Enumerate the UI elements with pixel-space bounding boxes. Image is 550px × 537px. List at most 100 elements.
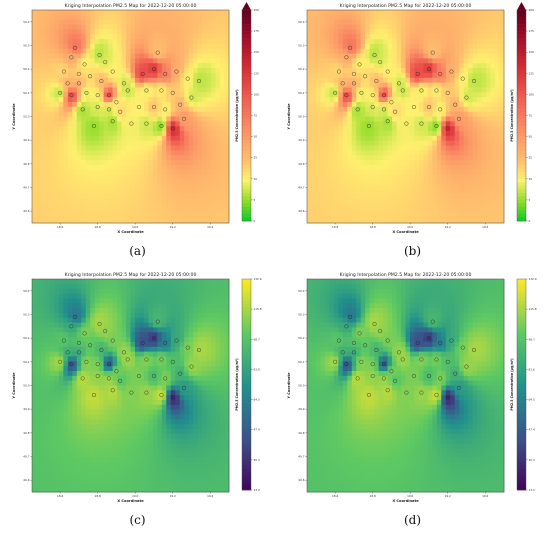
heatmap-cell xyxy=(49,218,55,224)
heatmap-cell xyxy=(112,169,118,175)
heatmap-cell xyxy=(463,116,469,122)
heatmap-cell xyxy=(184,24,190,30)
heatmap-cell xyxy=(418,101,424,108)
heatmap-cell xyxy=(49,34,55,40)
heatmap-cell xyxy=(396,39,402,45)
heatmap-cell xyxy=(117,68,122,74)
heatmap-cell xyxy=(202,150,208,156)
heatmap-cell xyxy=(211,131,216,137)
heatmap-cell xyxy=(85,375,91,382)
heatmap-cell xyxy=(378,160,384,166)
heatmap-cell xyxy=(481,68,487,74)
heatmap-cell xyxy=(72,424,78,430)
heatmap-cell xyxy=(356,48,362,54)
heatmap-cell xyxy=(215,53,221,59)
heatmap-cell xyxy=(126,63,131,69)
heatmap-cell xyxy=(351,164,357,171)
heatmap-cell xyxy=(166,97,172,103)
heatmap-cell xyxy=(152,135,158,142)
heatmap-cell xyxy=(99,164,105,171)
heatmap-cell xyxy=(486,14,491,21)
heatmap-cell xyxy=(320,58,326,64)
heatmap-cell xyxy=(477,72,483,79)
y-tick-label: 50.1 xyxy=(298,91,304,95)
heatmap-cell xyxy=(436,135,442,142)
heatmap-cell xyxy=(103,106,109,113)
heatmap-cell xyxy=(126,111,131,117)
heatmap-cell xyxy=(320,213,326,219)
heatmap-cell xyxy=(45,121,51,127)
heatmap-cell xyxy=(396,179,402,185)
heatmap-cell xyxy=(459,92,465,98)
heatmap-cell xyxy=(392,24,397,30)
heatmap-cell xyxy=(90,111,96,117)
heatmap-cell xyxy=(224,140,230,146)
heatmap-cell xyxy=(347,145,353,151)
heatmap-cell xyxy=(450,121,456,127)
heatmap-cell xyxy=(81,433,87,440)
heatmap-cell xyxy=(450,106,456,113)
heatmap-cell xyxy=(40,462,46,469)
heatmap-cell xyxy=(184,43,190,50)
heatmap-cell xyxy=(369,179,375,185)
heatmap-cell xyxy=(67,477,73,483)
y-tick-label: 50.1 xyxy=(23,91,29,95)
heatmap-cell xyxy=(324,213,330,219)
heatmap-cell xyxy=(360,155,366,161)
heatmap-cell xyxy=(333,193,339,200)
heatmap-cell xyxy=(396,53,402,59)
heatmap-cell xyxy=(211,160,216,166)
heatmap-cell xyxy=(40,72,46,79)
heatmap-cell xyxy=(387,198,393,205)
heatmap-cell xyxy=(477,34,483,40)
heatmap-cell xyxy=(76,409,82,415)
heatmap-cell xyxy=(188,14,194,21)
heatmap-cell xyxy=(152,63,158,69)
heatmap-cell xyxy=(396,48,402,54)
heatmap-cell xyxy=(320,145,326,151)
heatmap-cell xyxy=(130,48,136,54)
heatmap-cell xyxy=(351,48,357,54)
heatmap-cell xyxy=(423,68,429,74)
heatmap-cell xyxy=(157,193,163,200)
heatmap-cell xyxy=(143,203,149,209)
heatmap-cell xyxy=(347,150,353,156)
heatmap-cell xyxy=(152,198,158,205)
heatmap-cell xyxy=(94,19,100,25)
heatmap-cell xyxy=(215,121,221,127)
heatmap-cell xyxy=(103,308,109,314)
heatmap-cell xyxy=(126,164,131,171)
heatmap-cell xyxy=(193,164,199,171)
heatmap-cell xyxy=(161,111,167,117)
heatmap-cell xyxy=(193,48,199,54)
heatmap-cell xyxy=(72,164,78,171)
heatmap-cell xyxy=(356,101,362,108)
heatmap-cell xyxy=(90,87,96,93)
heatmap-cell xyxy=(445,39,451,45)
heatmap-cell xyxy=(108,443,113,449)
heatmap-cell xyxy=(342,82,348,88)
heatmap-cell xyxy=(324,140,330,146)
heatmap-cell xyxy=(99,317,105,323)
heatmap-cell xyxy=(108,414,113,420)
heatmap-cell xyxy=(121,63,127,69)
heatmap-cell xyxy=(311,145,317,151)
heatmap-cell xyxy=(76,462,82,469)
station-marker xyxy=(381,107,386,112)
heatmap-cell xyxy=(436,193,442,200)
heatmap-cell xyxy=(54,193,60,200)
heatmap-cell xyxy=(90,385,96,391)
heatmap-cell xyxy=(369,184,375,190)
heatmap-cell xyxy=(108,385,113,391)
heatmap-cell xyxy=(360,24,366,30)
heatmap-cell xyxy=(94,131,100,137)
heatmap-cell xyxy=(143,218,149,224)
heatmap-cell xyxy=(121,111,127,117)
heatmap-cell xyxy=(166,140,172,146)
heatmap-cell xyxy=(347,29,353,35)
heatmap-cell xyxy=(414,101,420,108)
heatmap-cell xyxy=(143,131,149,137)
heatmap-cell xyxy=(468,131,474,137)
heatmap-cell xyxy=(184,164,190,171)
heatmap-cell xyxy=(374,150,380,156)
